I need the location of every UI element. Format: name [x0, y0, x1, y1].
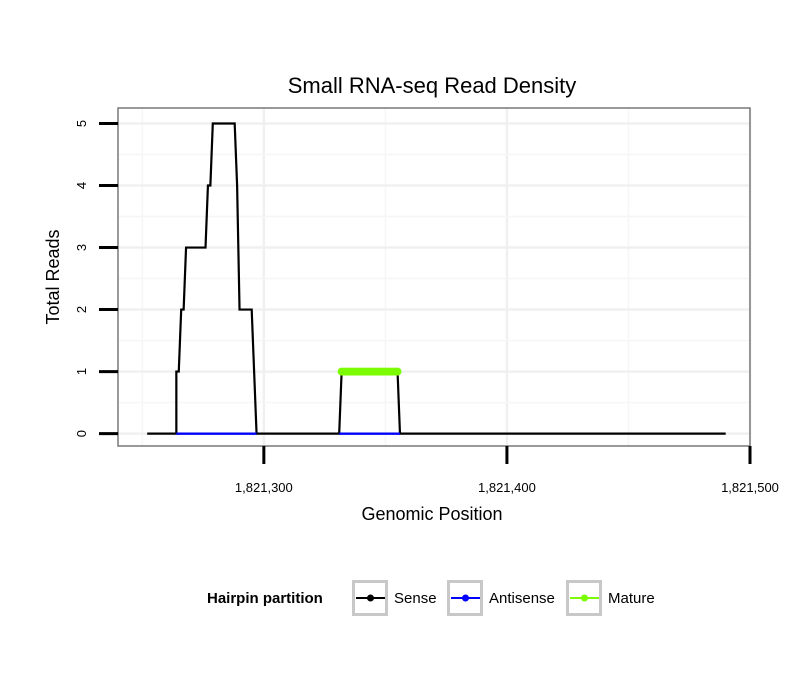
x-tick-label: 1,821,400	[478, 480, 536, 495]
legend-key-point	[581, 594, 588, 602]
y-tick-label: 3	[74, 244, 89, 251]
y-axis: 0 1 2 3 4 5	[74, 120, 118, 437]
y-tick-label: 2	[74, 306, 89, 313]
x-axis-label: Genomic Position	[361, 504, 502, 524]
grid	[118, 108, 752, 446]
x-axis: 1,821,300 1,821,400 1,821,500	[235, 446, 779, 495]
mature-point	[393, 367, 402, 376]
legend-title: Hairpin partition	[207, 590, 323, 607]
chart-title: Small RNA-seq Read Density	[288, 73, 577, 98]
y-tick-label: 4	[74, 182, 89, 189]
y-tick-label: 0	[74, 430, 89, 437]
legend: Hairpin partition Sense Antisense Mature	[207, 580, 655, 616]
legend-entry-antisense: Antisense	[447, 580, 555, 616]
plot-panel-border	[117, 107, 751, 447]
legend-entry-sense: Sense	[352, 580, 437, 616]
legend-entry-mature: Mature	[566, 580, 655, 616]
legend-key-point	[367, 594, 374, 602]
y-tick-label: 5	[74, 120, 89, 127]
legend-label: Antisense	[489, 590, 555, 607]
y-tick-label: 1	[74, 368, 89, 375]
x-tick-label: 1,821,300	[235, 480, 293, 495]
x-tick-label: 1,821,500	[721, 480, 779, 495]
legend-label: Sense	[394, 590, 437, 607]
legend-label: Mature	[608, 590, 655, 607]
series-line-sense	[147, 122, 726, 435]
y-axis-label: Total Reads	[43, 229, 63, 324]
legend-items: Sense Antisense Mature	[352, 580, 655, 616]
series-layer	[147, 122, 726, 435]
legend-key-point	[462, 594, 469, 602]
